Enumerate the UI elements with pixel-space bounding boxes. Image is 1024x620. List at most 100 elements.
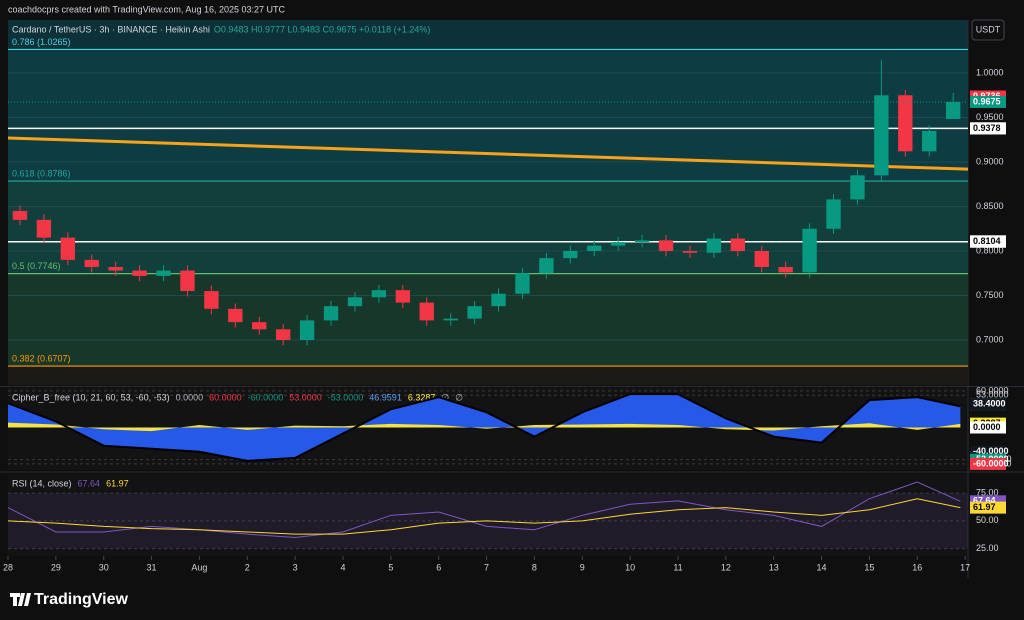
x-tick-label: Aug bbox=[191, 562, 207, 572]
fib-zone bbox=[8, 273, 968, 367]
fib-label: 0.786 (1.0265) bbox=[12, 37, 71, 47]
rsi-line bbox=[7, 498, 961, 535]
price-badge bbox=[970, 398, 1006, 411]
candle-body bbox=[898, 95, 913, 152]
y-tick-label: 0.9500 bbox=[976, 112, 1004, 122]
fib-zone bbox=[8, 181, 968, 274]
indicator-value: 46.9591 bbox=[369, 392, 402, 402]
candle-body bbox=[371, 290, 387, 298]
candle-body bbox=[754, 250, 769, 268]
x-tick-label: 11 bbox=[673, 562, 682, 572]
x-tick-label: 6 bbox=[436, 562, 441, 572]
price-badge-label: 0.9675 bbox=[973, 96, 1001, 106]
price-badge-label: 0.0000 bbox=[973, 422, 1001, 432]
candle-body bbox=[443, 318, 458, 321]
x-tick-label: 30 bbox=[99, 562, 109, 572]
price-badge bbox=[970, 501, 1006, 514]
fib-zone bbox=[8, 366, 968, 385]
logo-icon bbox=[10, 593, 31, 606]
y-tick-label: 0.9000 bbox=[976, 156, 1004, 166]
ohlc-readout: O0.9483 H0.9777 L0.9483 C0.9675 +0.0118 … bbox=[214, 24, 431, 34]
candle-body bbox=[539, 258, 554, 274]
logo: TradingView bbox=[10, 591, 129, 608]
y-tick-label: 75.00 bbox=[976, 488, 999, 498]
candle-body bbox=[563, 250, 578, 259]
x-tick-label: 5 bbox=[388, 562, 393, 572]
price-badge bbox=[970, 95, 1006, 108]
x-tick-label: 16 bbox=[912, 562, 922, 572]
indicator-value: 61.97 bbox=[106, 478, 129, 488]
x-tick-label: 7 bbox=[484, 562, 489, 572]
candle-body bbox=[299, 320, 315, 340]
candle-body bbox=[180, 270, 195, 292]
indicator-title: RSI (14, close) bbox=[12, 478, 72, 488]
y-tick-label: 0.8000 bbox=[976, 245, 1004, 255]
candle-body bbox=[491, 293, 506, 307]
fib-label: 0.382 (0.6707) bbox=[12, 353, 71, 363]
candle-body bbox=[587, 245, 602, 251]
candle-body bbox=[945, 101, 961, 120]
candle-body bbox=[658, 240, 674, 251]
candle-body bbox=[204, 291, 219, 309]
x-tick-label: 14 bbox=[817, 562, 827, 572]
price-badge-label: 0.8104 bbox=[973, 236, 1001, 246]
x-tick-label: 15 bbox=[864, 562, 874, 572]
candle-body bbox=[730, 238, 745, 251]
candle-body bbox=[610, 242, 626, 246]
fib-label: 0.618 (0.8786) bbox=[12, 168, 71, 178]
price-badge bbox=[970, 457, 1006, 470]
candle-body bbox=[108, 267, 123, 271]
price-badge-label: 0.9378 bbox=[973, 123, 1001, 133]
candle-body bbox=[395, 290, 410, 303]
x-tick-label: 10 bbox=[625, 562, 635, 572]
x-tick-label: 13 bbox=[769, 562, 779, 572]
price-badge-label: -60.0000 bbox=[973, 458, 1009, 468]
price-badge bbox=[970, 122, 1006, 135]
x-tick-label: 4 bbox=[340, 562, 345, 572]
x-tick-label: 9 bbox=[580, 562, 585, 572]
candle-body bbox=[132, 270, 147, 276]
candle-body bbox=[275, 329, 291, 340]
rsi-pane bbox=[8, 474, 968, 556]
price-badge bbox=[970, 421, 1006, 434]
candle-body bbox=[922, 130, 937, 152]
y-tick-label: 1.0000 bbox=[976, 67, 1004, 77]
indicator-title: Cipher_B_free (10, 21, 60, 53, -60, -53) bbox=[12, 392, 170, 402]
indicator-value: 60.0000 bbox=[209, 392, 242, 402]
candle-body bbox=[778, 267, 793, 273]
candle-body bbox=[252, 322, 267, 330]
indicator-value: 53.0000 bbox=[289, 392, 322, 402]
candle-body bbox=[802, 228, 817, 273]
logo-text: TradingView bbox=[34, 591, 129, 608]
price-badge-label: 0.9736 bbox=[973, 91, 1001, 101]
y-tick-label: 0.7500 bbox=[976, 290, 1004, 300]
chart-title: Cardano / TetherUS · 3h · BINANCE · Heik… bbox=[12, 24, 210, 34]
price-badge-label: 67.64 bbox=[973, 496, 996, 506]
fib-label: 0.5 (0.7746) bbox=[12, 261, 61, 271]
fib-zone bbox=[8, 49, 968, 182]
candle-body bbox=[323, 306, 339, 321]
x-tick-label: 29 bbox=[51, 562, 61, 572]
candle-body bbox=[850, 175, 865, 200]
x-tick-label: 3 bbox=[293, 562, 298, 572]
indicator-value: 67.64 bbox=[78, 478, 101, 488]
y-tick-label: 53.0000 bbox=[976, 390, 1009, 400]
candle-body bbox=[84, 259, 99, 268]
price-badge-label: -40.0000 bbox=[973, 446, 1009, 456]
x-tick-label: 2 bbox=[245, 562, 250, 572]
candle-body bbox=[60, 237, 75, 260]
candle-body bbox=[706, 238, 722, 253]
x-tick-label: 12 bbox=[721, 562, 731, 572]
price-badge-label: 38.4000 bbox=[973, 399, 1006, 409]
candle-body bbox=[156, 270, 171, 276]
indicator-value: ∅ bbox=[455, 392, 463, 402]
x-tick-label: 28 bbox=[3, 562, 13, 572]
candle-body bbox=[826, 199, 841, 229]
y-tick-label: 0.8500 bbox=[976, 201, 1004, 211]
candle-body bbox=[682, 250, 698, 253]
unit-box[interactable] bbox=[971, 19, 1005, 41]
x-tick-label: 8 bbox=[532, 562, 537, 572]
candle-body bbox=[634, 240, 650, 243]
wave-line bbox=[7, 393, 961, 462]
